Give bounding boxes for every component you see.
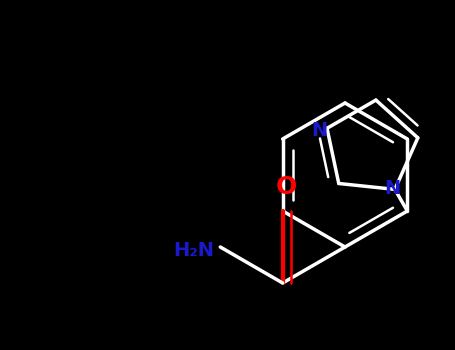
Text: N: N xyxy=(311,121,327,140)
Text: N: N xyxy=(385,179,401,198)
Text: O: O xyxy=(276,175,297,199)
Text: H₂N: H₂N xyxy=(173,241,214,260)
